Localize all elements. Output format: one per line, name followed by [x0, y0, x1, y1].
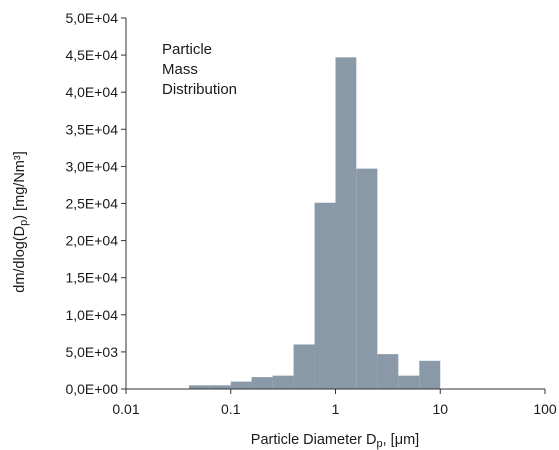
bar-9: [377, 354, 399, 389]
bar-8: [356, 168, 378, 389]
bar-7: [335, 57, 357, 390]
x-tick-label-4: 100: [533, 401, 557, 417]
x-tick-label-1: 0.1: [221, 401, 241, 417]
y-tick-label-10: 5,0E+04: [65, 10, 118, 26]
x-tick-label-0: 0.01: [112, 401, 139, 417]
bar-0: [189, 385, 210, 389]
bar-6: [314, 202, 336, 389]
y-tick-label-6: 3,0E+04: [65, 158, 118, 174]
bar-11: [419, 360, 441, 389]
annotation-line-1: Particle: [162, 41, 212, 58]
annotation-line-3: Distribution: [162, 81, 237, 98]
x-tick-label-3: 10: [432, 401, 448, 417]
y-tick-label-1: 5,0E+03: [65, 344, 118, 360]
y-axis: 0,0E+00 5,0E+03 1,0E+04 1,5E+04 2,0E+04 2,5E+…: [65, 10, 127, 397]
bar-1: [209, 385, 231, 389]
x-axis-title: Particle Diameter Dp, [μm]: [251, 432, 419, 450]
y-tick-label-4: 2,0E+04: [65, 233, 118, 249]
bars-group: [189, 57, 441, 390]
y-tick-label-9: 4,5E+04: [65, 47, 118, 63]
y-tick-label-0: 0,0E+00: [65, 381, 118, 397]
y-tick-label-2: 1,0E+04: [65, 307, 118, 323]
bar-10: [398, 375, 420, 389]
bar-4: [272, 375, 294, 389]
y-tick-label-7: 3,5E+04: [65, 121, 118, 137]
y-tick-label-3: 1,5E+04: [65, 270, 118, 286]
annotation-line-2: Mass: [162, 61, 198, 78]
y-axis-title: dm/dlog(Dp) [mg/Nm³]: [12, 151, 30, 292]
bar-2: [230, 381, 252, 389]
x-tick-label-2: 1: [332, 401, 340, 417]
x-axis: 0.01 0.1 1 10 100: [112, 388, 557, 417]
y-tick-label-5: 2,5E+04: [65, 196, 118, 212]
bar-3: [251, 377, 273, 389]
y-tick-label-8: 4,0E+04: [65, 84, 118, 100]
bar-5: [293, 344, 315, 389]
